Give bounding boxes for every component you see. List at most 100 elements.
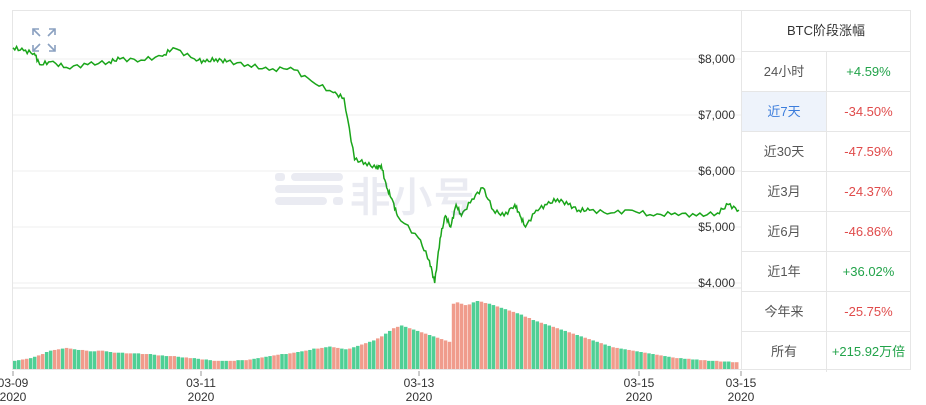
table-row[interactable]: 近1年 +36.02% [742, 252, 910, 292]
volume-bar [288, 353, 292, 369]
volume-bar [56, 349, 61, 369]
change-value: +4.59% [846, 64, 891, 79]
volume-bar [212, 360, 216, 369]
y-tick-label: $5,000 [698, 220, 735, 234]
volume-bar [383, 333, 388, 369]
volume-bar [260, 357, 264, 369]
volume-bar [88, 351, 93, 369]
change-value: -24.37% [844, 184, 893, 199]
volume-bar [647, 353, 651, 369]
volume-bar [248, 359, 252, 369]
volume-bar [635, 351, 639, 369]
volume-bar [244, 360, 248, 369]
x-tick-year: 2020 [406, 390, 433, 404]
volume-bar [204, 359, 208, 369]
volume-bar [296, 352, 300, 369]
period-label[interactable]: 近30天 [742, 132, 827, 171]
change-value: -34.50% [844, 104, 893, 119]
y-tick-label: $8,000 [698, 52, 735, 66]
period-label[interactable]: 近1年 [742, 252, 827, 291]
table-row[interactable]: 近3月 -24.37% [742, 172, 910, 212]
volume-bar [695, 359, 699, 369]
volume-bar [152, 354, 157, 369]
volume-bar [284, 354, 288, 369]
volume-bar [563, 330, 567, 369]
volume-bar [535, 321, 540, 369]
volume-bar [491, 305, 496, 369]
volume-bar [376, 338, 380, 369]
x-tick-year: 2020 [626, 390, 653, 404]
volume-bar [603, 344, 607, 369]
y-tick-label: $4,000 [698, 276, 735, 290]
period-label[interactable]: 近7天 [742, 92, 827, 131]
volume-bar [715, 360, 719, 369]
volume-bar [236, 360, 240, 369]
volume-bar [675, 358, 679, 369]
volume-bar [595, 341, 599, 369]
volume-bar [196, 358, 200, 369]
volume-bar [228, 360, 232, 369]
volume-bar [531, 320, 536, 369]
volume-bar [240, 360, 244, 369]
volume-bar [579, 336, 583, 369]
volume-bar [571, 333, 575, 369]
volume-bar [503, 309, 508, 369]
volume-bar [160, 355, 165, 369]
volume-bar [455, 302, 460, 369]
table-row[interactable]: 近30天 -47.59% [742, 132, 910, 172]
volume-bar [164, 356, 169, 369]
volume-bar [316, 348, 320, 369]
volume-bar [280, 354, 284, 369]
volume-bar [731, 362, 735, 369]
volume-bar [499, 307, 504, 369]
volume-bar [667, 356, 671, 369]
volume-bar [324, 347, 328, 369]
y-tick-label: $6,000 [698, 164, 735, 178]
period-label[interactable]: 所有 [742, 332, 827, 372]
volume-bar [356, 345, 360, 369]
volume-bar [84, 350, 89, 369]
volume-bar [623, 349, 627, 369]
volume-bar [539, 322, 544, 369]
volume-bar [599, 343, 603, 369]
x-tick-year: 2020 [188, 390, 215, 404]
volume-bar [92, 351, 97, 369]
volume-bar [188, 358, 193, 369]
volume-bar [727, 361, 731, 369]
volume-bar [631, 350, 635, 369]
change-value: -47.59% [844, 144, 893, 159]
period-label[interactable]: 近3月 [742, 172, 827, 211]
volume-bar [627, 349, 631, 369]
table-row[interactable]: 近7天 -34.50% [742, 92, 910, 132]
volume-bar [479, 301, 484, 369]
table-row[interactable]: 近6月 -46.86% [742, 212, 910, 252]
price-chart-panel: $8,000 $7,000 $6,000 $5,000 $4,000 03-09 2020 0… [0, 10, 757, 404]
volume-bar [44, 352, 49, 369]
table-row[interactable]: 24小时 +4.59% [742, 52, 910, 92]
watermark-icon [275, 173, 343, 205]
volume-bar [655, 354, 659, 369]
volume-bar [567, 332, 571, 369]
x-tick-date: 03-09 [0, 376, 29, 390]
period-label[interactable]: 24小时 [742, 52, 827, 91]
watermark-text: 非小号 [350, 176, 476, 220]
period-label[interactable]: 近6月 [742, 212, 827, 251]
volume-bar [515, 313, 520, 369]
fullscreen-expand-icon[interactable] [31, 27, 57, 53]
volume-bar [395, 326, 400, 369]
volume-bar [80, 349, 85, 369]
volume-bar [523, 316, 528, 369]
volume-bar [124, 353, 129, 369]
volume-bar [723, 361, 727, 369]
period-label[interactable]: 今年来 [742, 292, 827, 331]
volume-bar [304, 350, 308, 369]
volume-bar [619, 348, 623, 369]
table-row[interactable]: 所有 +215.92万倍 [742, 332, 910, 372]
table-row[interactable]: 今年来 -25.75% [742, 292, 910, 332]
volume-bar [200, 359, 204, 369]
volume-bar [104, 351, 109, 369]
volume-bar [36, 355, 41, 369]
volume-bar [20, 359, 25, 369]
volume-bar [368, 341, 372, 369]
volume-bar [555, 328, 559, 369]
